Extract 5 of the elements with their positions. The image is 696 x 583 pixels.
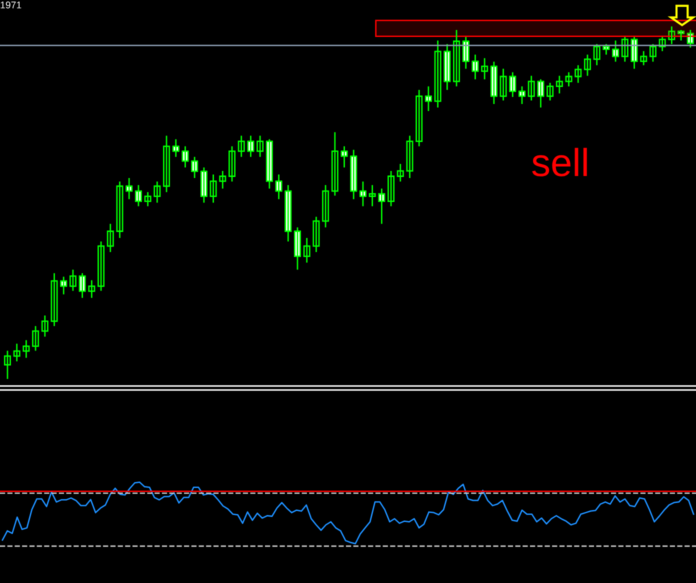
candlestick <box>678 29 685 42</box>
candlestick <box>518 86 526 105</box>
candlestick <box>424 86 432 112</box>
text: 1971 <box>0 2 22 8</box>
annotation: sell <box>532 148 587 176</box>
